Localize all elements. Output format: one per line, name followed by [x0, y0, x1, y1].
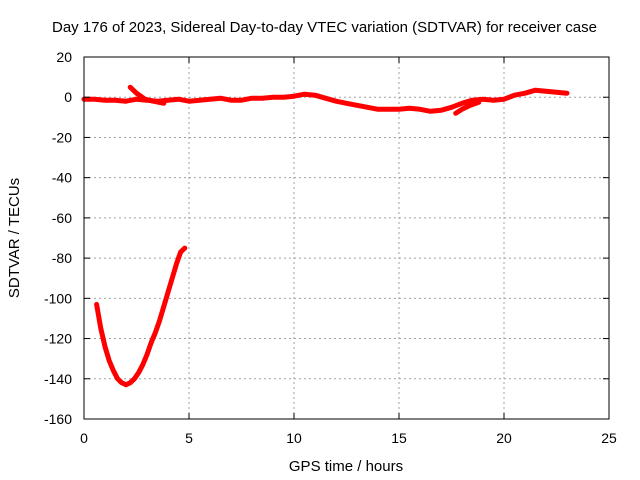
y-tick-label: -100 — [44, 290, 72, 306]
y-tick-label: -80 — [52, 250, 72, 266]
series-arc-2 — [127, 84, 167, 106]
x-axis-label: GPS time / hours — [289, 458, 403, 475]
plot-frame — [83, 56, 610, 420]
series-arc-low — [94, 245, 188, 388]
y-tick-label: -160 — [44, 411, 72, 427]
chart-title: Day 176 of 2023, Sidereal Day-to-day VTE… — [52, 19, 597, 36]
series-layer — [81, 84, 570, 388]
y-tick-label: 0 — [64, 89, 72, 105]
series-arc-upper — [81, 87, 570, 114]
y-tick-label: -20 — [52, 129, 72, 145]
y-tick-label: -120 — [44, 331, 72, 347]
grid-lines — [84, 57, 609, 419]
x-tick-label: 20 — [496, 430, 512, 446]
y-tick-label: 20 — [56, 49, 72, 65]
y-tick-label: -140 — [44, 371, 72, 387]
y-axis-label: SDTVAR / TECUs — [6, 178, 23, 298]
x-tick-label: 15 — [391, 430, 407, 446]
y-tick-label: -60 — [52, 210, 72, 226]
series-arc-3 — [453, 99, 482, 116]
x-tick-label: 25 — [601, 430, 617, 446]
x-tick-label: 0 — [80, 430, 88, 446]
y-tick-label: -40 — [52, 170, 72, 186]
x-tick-labels: 0 5 10 15 20 25 — [80, 430, 617, 446]
axis-ticks — [83, 56, 610, 420]
y-tick-labels: -160 -140 -120 -100 -80 -60 -40 -20 0 20 — [44, 49, 72, 427]
x-tick-label: 10 — [286, 430, 302, 446]
x-tick-label: 5 — [185, 430, 193, 446]
